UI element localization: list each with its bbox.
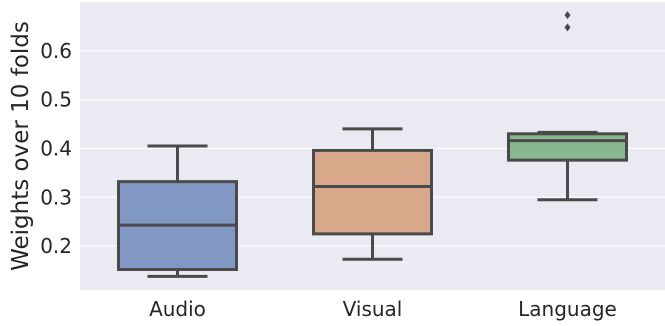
box-iqr: [507, 132, 628, 162]
y-tick-labels: 0.2 0.3 0.4 0.5 0.6: [40, 39, 72, 258]
box-audio: [117, 144, 238, 278]
y-tick-label: 0.6: [40, 39, 72, 63]
y-tick-label: 0.3: [40, 185, 72, 209]
outlier-point: [564, 11, 571, 20]
x-tick-label: Visual: [343, 297, 403, 321]
x-tick-labels: Audio Visual Language: [149, 297, 617, 321]
x-tick-label: Language: [518, 297, 617, 321]
y-tick-label: 0.2: [40, 234, 72, 258]
x-tick-label: Audio: [149, 297, 206, 321]
box-language: [507, 11, 628, 202]
y-tick-label: 0.4: [40, 136, 72, 160]
box-visual: [312, 127, 433, 261]
y-axis-label: Weights over 10 folds: [8, 21, 34, 271]
y-tick-label: 0.5: [40, 88, 72, 112]
outlier-point: [564, 23, 571, 32]
boxes: [117, 11, 628, 278]
box-iqr: [312, 148, 433, 236]
